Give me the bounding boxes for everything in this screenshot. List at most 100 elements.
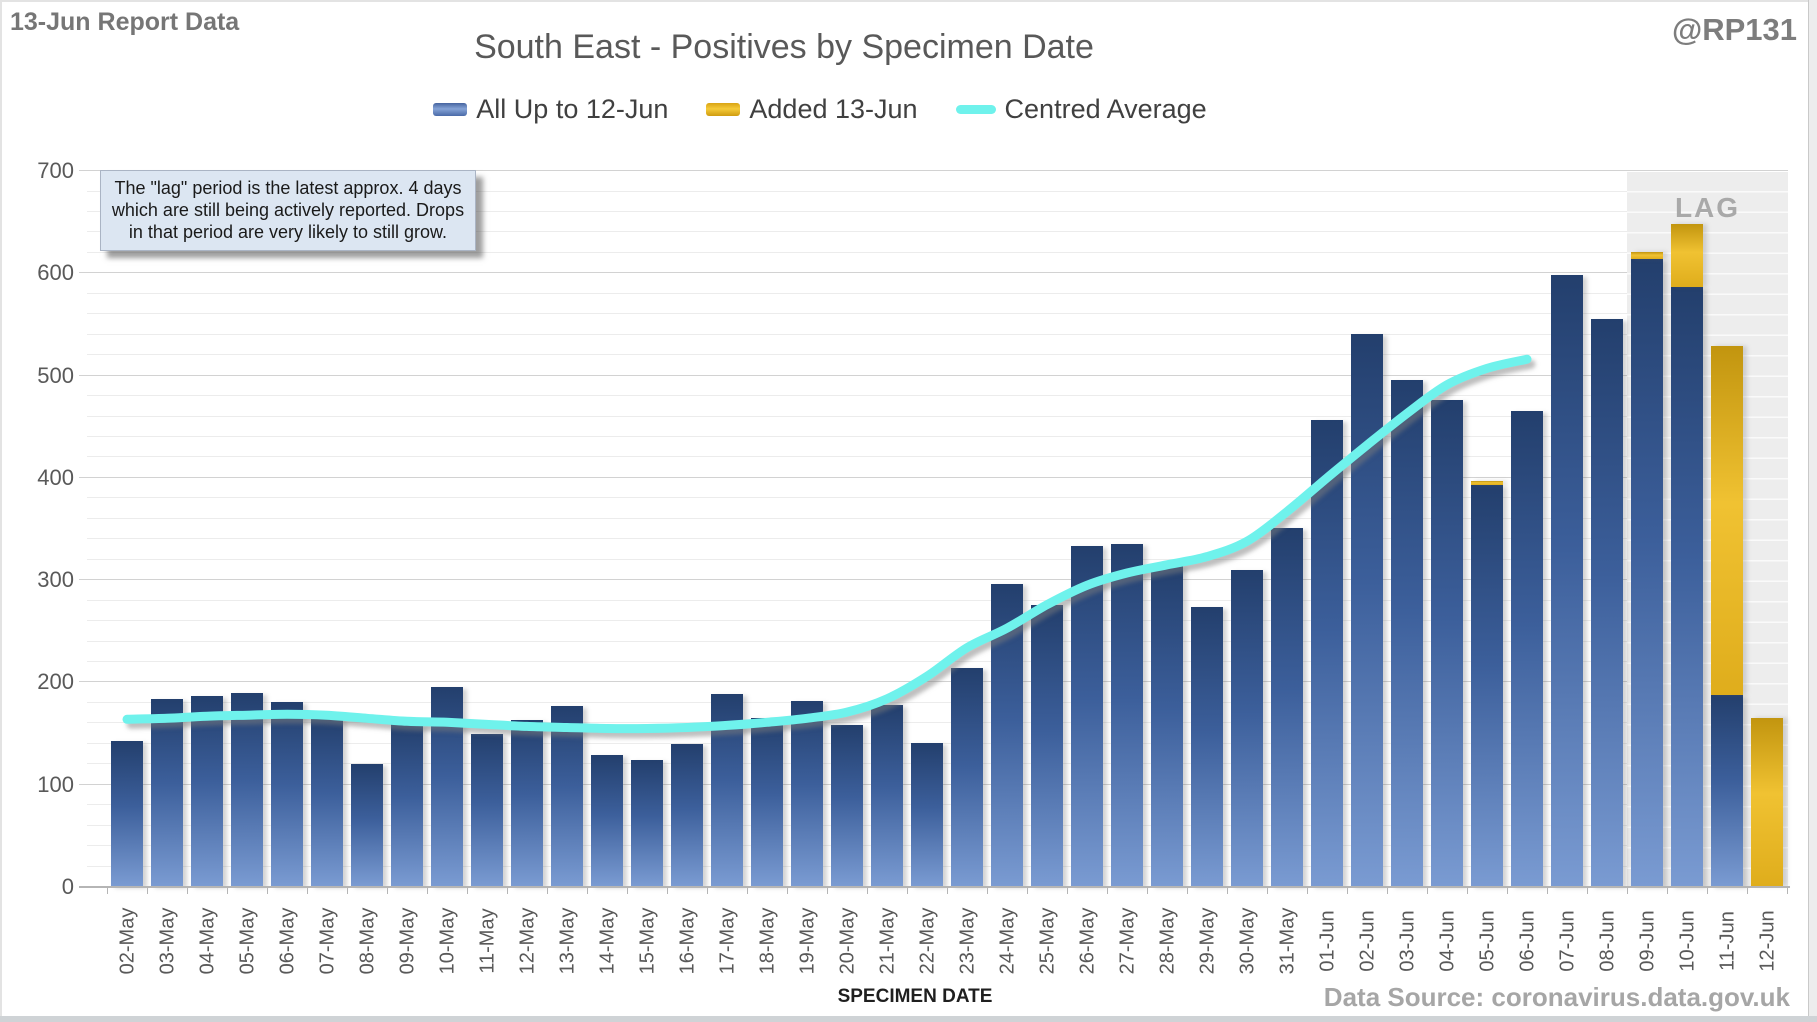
x-axis-tick bbox=[1107, 888, 1108, 894]
x-axis-tick-label: 26-May bbox=[1076, 907, 1099, 975]
x-axis-tick-label: 02-Jun bbox=[1356, 910, 1379, 972]
x-axis-tick-label: 07-Jun bbox=[1556, 910, 1579, 972]
window-edge-bottom bbox=[0, 1016, 1817, 1022]
bar-blue-02-May bbox=[111, 740, 143, 886]
x-axis-tick bbox=[627, 888, 628, 894]
x-axis-tick bbox=[907, 888, 908, 894]
x-axis-tick-label: 27-May bbox=[1116, 907, 1139, 975]
x-axis-tick bbox=[147, 888, 148, 894]
x-axis-tick bbox=[1387, 888, 1388, 894]
x-axis-tick bbox=[1307, 888, 1308, 894]
gridline-minor bbox=[87, 231, 1788, 233]
x-axis-tick bbox=[1347, 888, 1348, 894]
x-axis-tick-label: 08-May bbox=[356, 907, 379, 975]
y-axis-tick-label: 600 bbox=[37, 260, 74, 286]
author-handle: @RP131 bbox=[1671, 12, 1797, 47]
x-axis-tick-label: 12-May bbox=[516, 907, 539, 975]
x-axis-tick bbox=[1027, 888, 1028, 894]
bar-blue-06-Jun bbox=[1511, 411, 1543, 886]
bar-blue-15-May bbox=[631, 760, 663, 886]
report-data-label: 13-Jun Report Data bbox=[10, 8, 240, 36]
y-axis-tick-label: 200 bbox=[37, 669, 74, 695]
x-axis-tick bbox=[787, 888, 788, 894]
gridline-major bbox=[79, 374, 1788, 376]
y-axis-tick-label: 500 bbox=[37, 362, 74, 388]
x-axis-tick-label: 05-Jun bbox=[1476, 910, 1499, 972]
x-axis-tick bbox=[827, 888, 828, 894]
x-axis-tick-label: 04-Jun bbox=[1436, 910, 1459, 972]
x-axis-tick-label: 31-May bbox=[1276, 907, 1299, 975]
blue-series-swatch-icon bbox=[433, 103, 468, 116]
bar-blue-27-May bbox=[1111, 544, 1143, 886]
bar-blue-16-May bbox=[671, 743, 703, 886]
gold-series-swatch-icon bbox=[706, 103, 741, 116]
chart-title: South East - Positives by Specimen Date bbox=[474, 28, 1094, 66]
x-axis-tick-label: 08-Jun bbox=[1596, 910, 1619, 972]
bar-gold-11-Jun bbox=[1711, 345, 1743, 695]
bar-blue-21-May bbox=[871, 705, 903, 886]
bar-blue-11-May bbox=[471, 733, 503, 886]
gridline-minor bbox=[87, 190, 1788, 192]
x-axis-tick-label: 18-May bbox=[756, 907, 779, 975]
bar-blue-08-May bbox=[351, 764, 383, 886]
bar-blue-25-May bbox=[1031, 604, 1063, 886]
x-axis-tick-label: 04-May bbox=[196, 907, 219, 975]
gridline-minor bbox=[87, 354, 1788, 356]
x-axis-tick bbox=[1467, 888, 1468, 894]
x-axis-tick bbox=[427, 888, 428, 894]
x-axis-tick bbox=[1227, 888, 1228, 894]
x-axis-tick bbox=[987, 888, 988, 894]
x-axis-tick-label: 05-May bbox=[236, 907, 259, 975]
x-axis-tick bbox=[507, 888, 508, 894]
x-axis-tick bbox=[187, 888, 188, 894]
x-axis-tick bbox=[347, 888, 348, 894]
gridline-minor bbox=[87, 313, 1788, 315]
bar-gold-12-Jun bbox=[1751, 718, 1783, 886]
legend-label: Centred Average bbox=[1004, 94, 1207, 124]
x-axis-tick-label: 11-Jun bbox=[1716, 911, 1739, 971]
bar-blue-14-May bbox=[591, 755, 623, 886]
x-axis-tick-label: 03-May bbox=[156, 907, 179, 975]
bar-blue-20-May bbox=[831, 725, 863, 886]
bar-gold-05-Jun bbox=[1471, 480, 1503, 485]
bar-blue-03-Jun bbox=[1391, 379, 1423, 886]
x-axis-tick-label: 10-Jun bbox=[1676, 910, 1699, 972]
x-axis-tick-label: 11-May bbox=[476, 908, 499, 974]
bar-blue-10-Jun bbox=[1671, 286, 1703, 886]
gridline-minor bbox=[87, 395, 1788, 396]
x-axis-tick bbox=[227, 888, 228, 894]
bar-blue-05-May bbox=[231, 692, 263, 886]
x-axis-tick bbox=[1427, 888, 1428, 894]
y-axis-tick-label: 700 bbox=[37, 158, 74, 183]
x-axis-line bbox=[79, 886, 1790, 888]
gridline-minor bbox=[87, 333, 1788, 335]
x-axis-tick-label: 19-May bbox=[796, 907, 819, 975]
x-axis-tick-label: 07-May bbox=[316, 907, 339, 975]
x-axis-tick bbox=[547, 888, 548, 894]
bar-blue-04-Jun bbox=[1431, 400, 1463, 886]
bar-blue-01-Jun bbox=[1311, 419, 1343, 886]
bar-blue-09-May bbox=[391, 724, 423, 886]
legend-label: Added 13-Jun bbox=[749, 94, 918, 124]
bar-blue-12-May bbox=[511, 720, 543, 886]
bar-blue-07-Jun bbox=[1551, 275, 1583, 886]
y-axis-tick-label: 100 bbox=[37, 771, 74, 797]
bar-blue-07-May bbox=[311, 717, 343, 886]
y-axis-tick-label: 300 bbox=[37, 567, 74, 593]
x-axis-tick-label: 06-May bbox=[276, 907, 299, 975]
x-axis-tick bbox=[1547, 888, 1548, 894]
x-axis-tick-label: 22-May bbox=[916, 907, 939, 975]
lag-explanation-callout: The "lag" period is the latest approx. 4… bbox=[100, 170, 476, 251]
x-axis-tick bbox=[387, 888, 388, 894]
x-axis-tick bbox=[707, 888, 708, 894]
gridline-minor bbox=[87, 251, 1788, 253]
x-axis-tick-label: 24-May bbox=[996, 907, 1019, 975]
x-axis-tick bbox=[267, 888, 268, 894]
x-axis-tick-label: 02-May bbox=[116, 907, 139, 975]
bar-blue-11-Jun bbox=[1711, 694, 1743, 886]
gridline-minor bbox=[87, 210, 1788, 212]
x-axis-tick bbox=[107, 888, 108, 894]
x-axis-tick-label: 03-Jun bbox=[1396, 910, 1419, 972]
x-axis-tick-label: 28-May bbox=[1156, 907, 1179, 975]
